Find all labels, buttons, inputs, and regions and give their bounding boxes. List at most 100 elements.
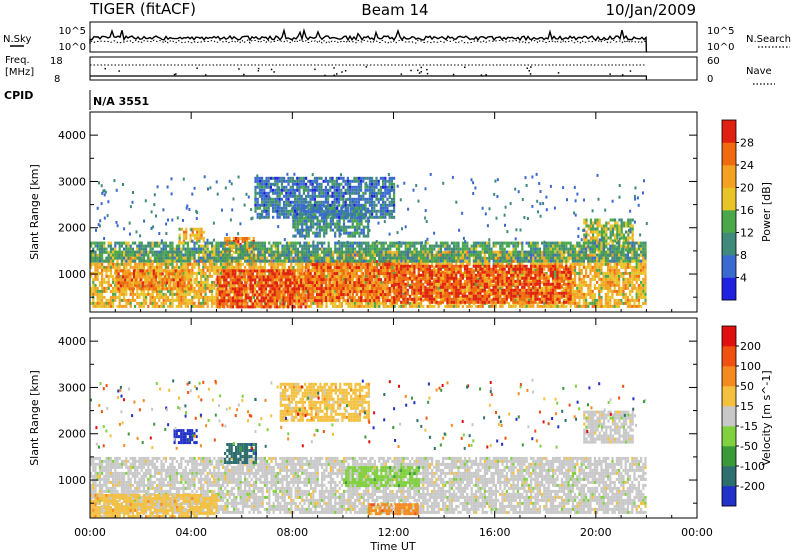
heatmap-cell bbox=[307, 296, 310, 300]
heatmap-cell bbox=[200, 295, 203, 299]
heatmap-cell bbox=[505, 256, 508, 260]
nsearch-label: N.Search bbox=[746, 34, 791, 45]
heatmap-cell bbox=[249, 305, 252, 309]
heatmap-cell bbox=[444, 291, 447, 295]
heatmap-cell bbox=[211, 265, 214, 269]
heatmap-cell bbox=[234, 275, 237, 279]
heatmap-cell bbox=[600, 277, 603, 281]
heatmap-cell bbox=[433, 297, 436, 301]
heatmap-cell bbox=[107, 298, 110, 302]
heatmap-cell bbox=[223, 299, 226, 303]
heatmap-cell bbox=[598, 304, 601, 308]
heatmap-cell bbox=[202, 289, 205, 293]
heatmap-cell bbox=[182, 298, 185, 302]
heatmap-cell bbox=[96, 268, 99, 272]
heatmap-cell bbox=[267, 299, 270, 303]
heatmap-cell bbox=[402, 282, 405, 286]
heatmap-cell bbox=[340, 284, 343, 288]
heatmap-cell bbox=[92, 277, 95, 281]
heatmap-cell bbox=[366, 266, 369, 270]
heatmap-cell bbox=[366, 272, 369, 276]
heatmap-cell bbox=[364, 293, 367, 297]
heatmap-cell bbox=[342, 293, 345, 297]
heatmap-cell bbox=[644, 301, 647, 305]
heatmap-cell bbox=[631, 298, 634, 302]
heatmap-cell bbox=[389, 250, 392, 254]
heatmap-cell bbox=[351, 275, 354, 279]
heatmap-cell bbox=[604, 274, 607, 278]
heatmap-cell bbox=[289, 302, 292, 306]
heatmap-cell bbox=[270, 262, 273, 266]
heatmap-cell bbox=[422, 282, 425, 286]
heatmap-cell bbox=[408, 294, 412, 298]
heatmap-cell bbox=[231, 272, 235, 276]
heatmap-cell bbox=[574, 283, 577, 287]
freq-scatter bbox=[104, 66, 632, 77]
heatmap-cell bbox=[324, 278, 327, 282]
freq-dot bbox=[196, 67, 198, 69]
heatmap-cell bbox=[593, 262, 596, 266]
heatmap-cell bbox=[433, 267, 436, 271]
heatmap-cell bbox=[393, 271, 396, 275]
heatmap-cell bbox=[291, 269, 294, 273]
heatmap-cell bbox=[226, 250, 229, 254]
heatmap-cell bbox=[289, 296, 292, 300]
heatmap-cell bbox=[240, 305, 243, 309]
heatmap-cell bbox=[571, 262, 574, 266]
heatmap-cell bbox=[353, 269, 356, 273]
heatmap-cell bbox=[175, 262, 178, 266]
heatmap-cell bbox=[428, 294, 431, 298]
heatmap-cell bbox=[171, 304, 174, 308]
heatmap-cell bbox=[596, 274, 599, 278]
heatmap-cell bbox=[448, 273, 451, 277]
heatmap-cell bbox=[466, 253, 469, 257]
heatmap-cell bbox=[441, 279, 445, 283]
heatmap-cell bbox=[211, 268, 214, 272]
heatmap-cell bbox=[96, 271, 99, 275]
heatmap-cell bbox=[516, 262, 519, 266]
heatmap-cell bbox=[519, 304, 522, 308]
heatmap-cell bbox=[334, 277, 337, 281]
heatmap-cell bbox=[286, 290, 290, 294]
heatmap-cell bbox=[448, 262, 451, 266]
heatmap-cell bbox=[536, 286, 539, 290]
heatmap-cell bbox=[160, 292, 163, 296]
heatmap-cell bbox=[481, 298, 484, 302]
heatmap-cell bbox=[477, 259, 480, 263]
heatmap-cell bbox=[342, 272, 345, 276]
heatmap-cell bbox=[256, 296, 259, 300]
heatmap-cell bbox=[278, 290, 281, 294]
heatmap-cell bbox=[448, 265, 451, 269]
heatmap-cell bbox=[371, 298, 374, 302]
heatmap-cell bbox=[457, 298, 460, 302]
heatmap-cell bbox=[613, 280, 616, 284]
heatmap-cell bbox=[346, 266, 349, 270]
heatmap-cell bbox=[530, 304, 533, 308]
heatmap-cell bbox=[609, 277, 612, 281]
heatmap-cell bbox=[578, 286, 581, 290]
heatmap-cell bbox=[417, 267, 420, 271]
heatmap-cell bbox=[356, 274, 359, 278]
freq-dot bbox=[557, 72, 560, 74]
heatmap-cell bbox=[415, 262, 418, 266]
heatmap-cell bbox=[395, 277, 398, 281]
heatmap-cell bbox=[428, 256, 431, 260]
heatmap-cell bbox=[428, 304, 431, 308]
heatmap-cell bbox=[609, 289, 612, 293]
heatmap-cell bbox=[211, 289, 214, 293]
heatmap-cell bbox=[609, 280, 612, 284]
heatmap-cell bbox=[431, 286, 434, 290]
heatmap-cell bbox=[180, 289, 183, 293]
heatmap-cell bbox=[193, 292, 196, 296]
heatmap-cell bbox=[494, 304, 497, 308]
heatmap-cell bbox=[321, 304, 324, 308]
freq-dot bbox=[485, 74, 487, 76]
heatmap-cell bbox=[523, 304, 526, 308]
heatmap-cell bbox=[353, 272, 356, 276]
heatmap-cell bbox=[629, 301, 632, 305]
heatmap-cell bbox=[311, 299, 314, 303]
heatmap-cell bbox=[275, 275, 279, 279]
heatmap-cell bbox=[415, 301, 418, 305]
heatmap-cell bbox=[611, 280, 614, 284]
heatmap-cell bbox=[402, 294, 405, 298]
